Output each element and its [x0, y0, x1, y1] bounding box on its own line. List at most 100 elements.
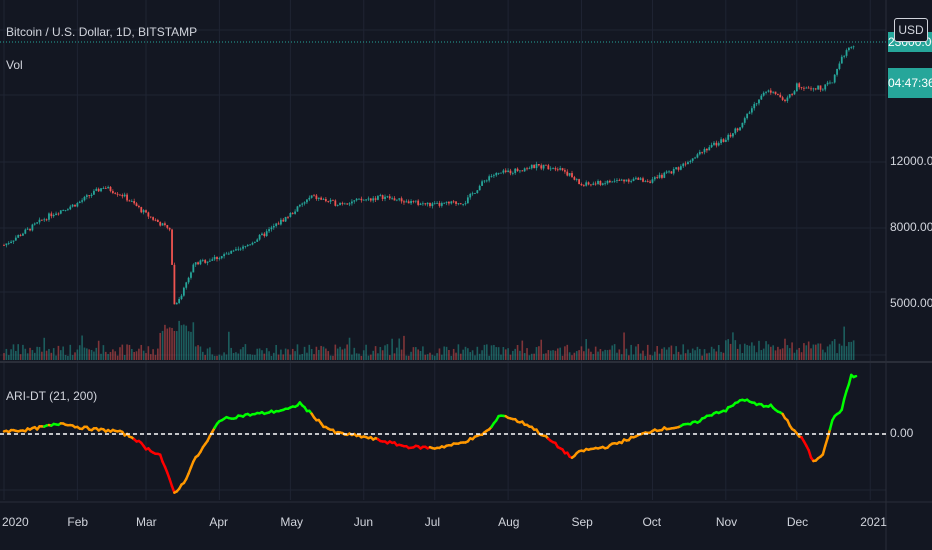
candle-body [651, 179, 654, 183]
candle-body [313, 195, 315, 197]
candle-body [294, 211, 296, 214]
volume-bar [583, 351, 585, 360]
volume-bar [599, 349, 602, 360]
volume-bar [415, 347, 417, 360]
volume-bar [230, 347, 232, 360]
volume-bar [689, 352, 692, 360]
volume-bar [344, 348, 346, 360]
volume-bar [246, 354, 249, 360]
volume-bar [90, 349, 93, 360]
volume-bar [762, 348, 765, 360]
volume-bar [826, 346, 829, 360]
volume-bar [133, 351, 135, 360]
candle-body [840, 56, 843, 64]
candle-body [156, 219, 159, 223]
candle-body [509, 170, 512, 174]
volume-bar [649, 354, 651, 360]
volume-bar [102, 345, 105, 360]
oscillator-segment [852, 374, 858, 379]
volume-bar [301, 353, 303, 360]
candle-body [594, 183, 597, 185]
volume-bar [261, 350, 263, 360]
candle-body [178, 298, 181, 303]
candle-body [237, 248, 240, 250]
candle-body [355, 198, 358, 201]
candle-body [367, 198, 370, 200]
volume-bar [545, 353, 547, 360]
volume-bar [521, 340, 524, 360]
volume-bar [242, 347, 244, 360]
volume-bar [788, 348, 791, 360]
candle-body [703, 148, 706, 153]
candle-body [100, 188, 102, 192]
candle-body [791, 94, 793, 96]
volume-bar [12, 344, 15, 360]
volume-bar [497, 347, 500, 360]
volume-bar [119, 347, 121, 360]
volume-bar [154, 354, 157, 360]
volume-bar [552, 350, 554, 360]
volume-bar [5, 348, 8, 360]
volume-bar [296, 344, 299, 360]
candle-body [784, 99, 786, 101]
candle-body [253, 241, 256, 243]
oscillator-segment [840, 397, 846, 411]
volume-bar [24, 348, 27, 360]
volume-bar [639, 353, 642, 360]
candle-body [774, 91, 777, 94]
candle-body [48, 213, 50, 220]
candle-body [398, 198, 401, 200]
candle-body [736, 128, 739, 131]
volume-bar [436, 353, 438, 360]
volume-bar [232, 353, 235, 360]
candle-body [45, 219, 48, 221]
candle-body [10, 241, 12, 244]
volume-bar [516, 345, 519, 360]
candle-body [469, 193, 472, 198]
candle-body [192, 264, 195, 273]
volume-bar [228, 331, 230, 360]
volume-bar [848, 342, 850, 360]
currency-button[interactable]: USD [894, 18, 928, 42]
candle-body [211, 259, 214, 261]
candle-body [739, 127, 741, 131]
candle-body [852, 46, 855, 48]
candle-body [571, 173, 573, 178]
volume-bar [774, 350, 777, 360]
candle-body [698, 151, 701, 155]
candle-body [760, 95, 763, 100]
candle-body [135, 203, 138, 207]
volume-bar [258, 348, 261, 360]
candle-body [275, 223, 278, 227]
volume-bar [26, 353, 29, 360]
volume-bar [287, 349, 289, 360]
candle-body [706, 148, 708, 151]
candle-body [185, 282, 188, 288]
candle-body [403, 201, 405, 203]
volume-bar [706, 353, 708, 360]
volume-bar [632, 354, 635, 360]
candle-body [448, 201, 450, 204]
candle-body [83, 196, 86, 201]
volume-bar [273, 352, 275, 360]
candle-body [12, 240, 15, 242]
volume-bar [597, 351, 599, 360]
candle-body [831, 82, 834, 84]
volume-bar [703, 349, 706, 360]
volume-bar [777, 346, 779, 360]
oscillator-series [2, 373, 858, 494]
volume-bar [490, 345, 493, 360]
volume-bar [677, 351, 680, 360]
candle-body [769, 90, 772, 93]
time-axis-label: Dec [786, 515, 809, 529]
volume-bar [104, 351, 107, 360]
candle-body [488, 176, 491, 181]
time-axis-label: Nov [715, 515, 738, 529]
volume-bar [805, 345, 808, 360]
volume-bar [528, 355, 531, 360]
volume-bar [381, 350, 384, 360]
candle-body [130, 201, 133, 202]
volume-bar [779, 349, 782, 360]
candle-body [608, 180, 611, 183]
